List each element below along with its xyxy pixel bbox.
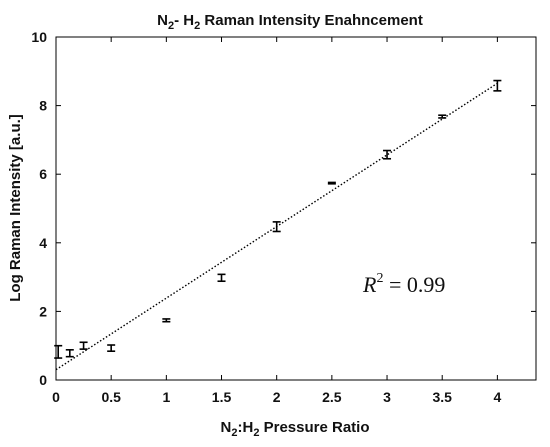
x-tick-label: 3.5 — [432, 389, 452, 405]
data-point — [327, 181, 336, 185]
data-point — [79, 341, 88, 350]
chart-title: N2- H2 Raman Intensity Enahncement — [157, 12, 423, 32]
x-tick-label: 1 — [162, 389, 170, 405]
x-tick-label: 0.5 — [101, 389, 121, 405]
data-point — [438, 114, 447, 119]
x-tick-label: 2 — [273, 389, 281, 405]
x-tick-label: 0 — [52, 389, 60, 405]
y-tick-label: 10 — [31, 29, 47, 45]
plot-area — [55, 36, 537, 381]
y-tick-label: 4 — [39, 235, 47, 251]
x-axis-label: N2:H2 Pressure Ratio — [221, 419, 370, 439]
x-tick-label: 2.5 — [322, 389, 342, 405]
data-point — [217, 273, 226, 283]
y-axis-label: Log Raman Intensity [a.u.] — [7, 114, 24, 302]
y-axis: 0 2 4 6 8 10 — [31, 29, 536, 388]
x-tick-label: 4 — [493, 389, 501, 405]
data-point — [272, 221, 281, 233]
y-tick-label: 0 — [39, 372, 47, 388]
y-tick-label: 2 — [39, 303, 47, 319]
data-point — [54, 344, 63, 359]
y-tick-label: 8 — [39, 98, 47, 114]
x-axis: 0 0.5 1 1.5 2 2.5 3 3.5 4 — [52, 37, 501, 405]
data-point — [383, 149, 392, 160]
data-point — [493, 79, 502, 92]
data-point — [65, 349, 74, 358]
y-tick-label: 6 — [39, 166, 47, 182]
r-squared-annotation: R2 = 0.99 — [362, 271, 445, 297]
data-points — [54, 79, 502, 359]
x-tick-label: 3 — [383, 389, 391, 405]
x-tick-label: 1.5 — [212, 389, 232, 405]
data-point — [107, 344, 116, 352]
data-point — [162, 318, 171, 323]
